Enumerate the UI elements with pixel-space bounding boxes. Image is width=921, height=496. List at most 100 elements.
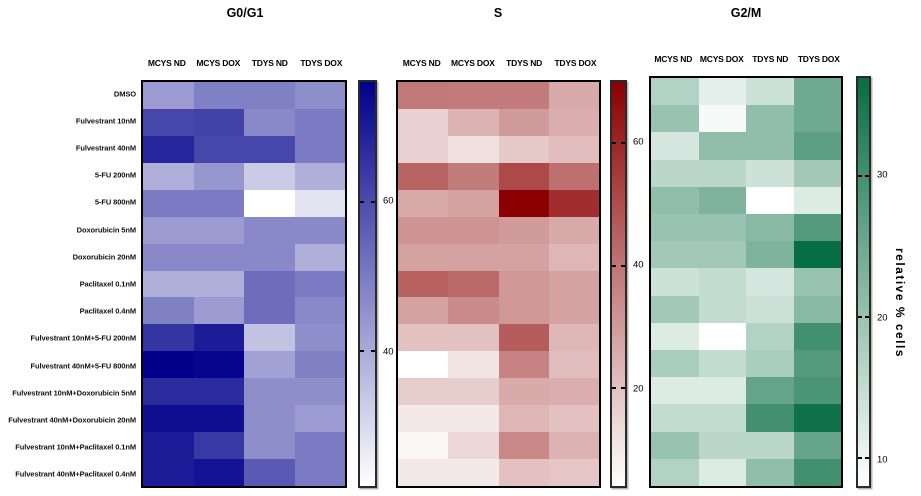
heatmap-cell: [698, 295, 746, 323]
heatmap-cell: [651, 431, 699, 459]
heatmap-cell: [498, 324, 549, 352]
heatmap-cell: [698, 132, 746, 160]
heatmap-cell: [498, 189, 549, 217]
colorbar-tick-mark: [865, 456, 869, 459]
column-header-mcys-dox: MCYS DOX: [699, 54, 744, 64]
heatmap-cell: [793, 268, 841, 296]
heatmap-cell: [448, 459, 499, 486]
heatmap-cell: [746, 78, 794, 106]
heatmap-cell: [498, 378, 549, 406]
panel-title-g0g1: G0/G1: [226, 6, 264, 20]
heatmap-cell: [548, 405, 599, 433]
heatmap-cell: [143, 162, 194, 190]
heatmap-cell: [651, 132, 699, 160]
heatmap-g0g1: [141, 80, 347, 488]
column-header-mcys-dox: MCYS DOX: [196, 58, 241, 68]
heatmap-cell: [193, 351, 244, 379]
heatmap-cell: [143, 297, 194, 325]
row-label-fulvestrant-10nm-paclitaxel-0-1nm: Fulvestrant 10nM+Paclitaxel 0.1nM: [15, 442, 136, 452]
heatmap-cell: [698, 186, 746, 214]
heatmap-cell: [193, 432, 244, 460]
heatmap-cell: [548, 189, 599, 217]
heatmap-cell: [294, 162, 345, 190]
heatmap-cell: [143, 459, 194, 486]
heatmap-cell: [244, 243, 295, 271]
heatmap-cell: [793, 377, 841, 405]
heatmap-cell: [746, 159, 794, 187]
heatmap-cell: [548, 378, 599, 406]
heatmap-cell: [448, 378, 499, 406]
heatmap-cell: [294, 135, 345, 163]
heatmap-cell: [398, 162, 449, 190]
heatmap-cell: [448, 108, 499, 136]
heatmap-cell: [498, 405, 549, 433]
heatmap-cell: [498, 216, 549, 244]
panel-title-s: S: [493, 6, 503, 20]
heatmap-cell: [651, 295, 699, 323]
heatmap-cell: [294, 243, 345, 271]
colorbar-g0g1: [358, 80, 377, 488]
heatmap-cell: [793, 186, 841, 214]
column-header-tdys-dox: TDYS DOX: [554, 58, 597, 68]
colorbar-tick-label: 60: [633, 136, 644, 148]
heatmap-cell: [294, 108, 345, 136]
heatmap-cell: [793, 159, 841, 187]
column-header-mcys-dox: MCYS DOX: [451, 58, 495, 68]
colorbar-tick-mark: [858, 175, 862, 178]
row-label-5-fu-800nm: 5-FU 800nM: [94, 197, 136, 207]
row-label-doxorubicin-20nm: Doxorubicin 20nM: [72, 252, 137, 262]
heatmap-cell: [651, 78, 699, 106]
heatmap-cell: [244, 297, 295, 325]
row-label-fulvestrant-40nm-5-fu-800nm: Fulvestrant 40nM+5-FU 800nM: [30, 361, 137, 371]
heatmap-cell: [448, 162, 499, 190]
heatmap-cell: [193, 82, 244, 109]
colorbar-tick-mark: [360, 200, 364, 203]
heatmap-cell: [746, 241, 794, 269]
column-header-tdys-dox: TDYS DOX: [300, 58, 343, 68]
heatmap-cell: [548, 351, 599, 379]
heatmap-cell: [193, 378, 244, 406]
row-label-paclitaxel-0-1nm: Paclitaxel 0.1nM: [79, 279, 136, 289]
heatmap-cell: [698, 105, 746, 133]
heatmap-cell: [143, 270, 194, 298]
heatmap-cell: [448, 135, 499, 163]
column-header-mcys-nd: MCYS ND: [402, 58, 441, 68]
heatmap-cell: [448, 324, 499, 352]
heatmap-cell: [143, 189, 194, 217]
heatmap-cell: [746, 214, 794, 242]
heatmap-cell: [698, 431, 746, 459]
heatmap-g2m: [649, 76, 843, 488]
heatmap-cell: [498, 270, 549, 298]
heatmap-cell: [698, 78, 746, 106]
heatmap-cell: [448, 351, 499, 379]
row-label-fulvestrant-40nm: Fulvestrant 40nM: [75, 143, 136, 153]
heatmap-cell: [193, 216, 244, 244]
heatmap-cell: [548, 162, 599, 190]
heatmap-cell: [294, 432, 345, 460]
heatmap-cell: [193, 324, 244, 352]
heatmap-cell: [651, 458, 699, 486]
heatmap-cell: [651, 186, 699, 214]
heatmap-cell: [294, 270, 345, 298]
heatmap-cell: [398, 270, 449, 298]
heatmap-cell: [548, 135, 599, 163]
heatmap-cell: [398, 405, 449, 433]
heatmap-cell: [398, 135, 449, 163]
heatmap-cell: [698, 322, 746, 350]
column-header-mcys-nd: MCYS ND: [147, 58, 186, 68]
heatmap-cell: [498, 135, 549, 163]
heatmap-cell: [548, 459, 599, 486]
column-header-tdys-nd: TDYS ND: [752, 54, 789, 64]
heatmap-cell: [143, 378, 194, 406]
heatmap-cell: [294, 324, 345, 352]
heatmap-cell: [448, 405, 499, 433]
colorbar-tick-mark: [612, 387, 616, 390]
colorbar-tick-label: 20: [633, 383, 644, 395]
colorbar-tick-label: 40: [383, 346, 394, 358]
heatmap-cell: [244, 189, 295, 217]
heatmap-cell: [143, 405, 194, 433]
colorbar-tick-label: 30: [877, 169, 888, 181]
heatmap-cell: [193, 297, 244, 325]
heatmap-cell: [651, 214, 699, 242]
heatmap-cell: [746, 350, 794, 378]
